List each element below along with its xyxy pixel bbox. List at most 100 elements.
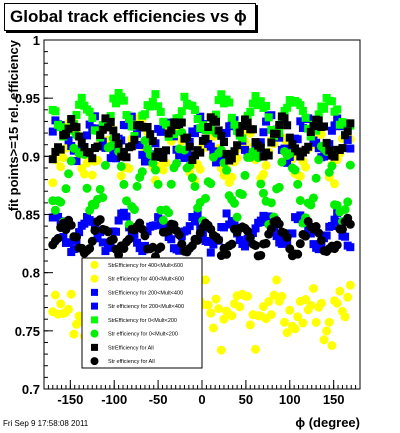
data-point [135,140,144,149]
data-point [277,157,287,167]
data-point [109,126,118,135]
data-point [122,121,131,130]
data-point [156,127,165,136]
y-tick-label: 0.7 [22,382,40,397]
data-point [98,193,108,203]
chart-title: Global track efficiencies vs ϕ [4,3,256,31]
data-point [88,217,97,226]
data-point [285,133,294,142]
legend-box [81,257,203,369]
data-point [64,304,74,314]
data-point [185,137,194,146]
data-point [150,165,160,175]
data-point [330,152,339,161]
footer-timestamp: Fri Sep 9 17:58:08 2011 [3,419,89,428]
legend-label: Str efficiency for 200<Mult<400 [108,304,184,310]
data-point [87,236,97,246]
legend-label: Str efficiency for 400<Mult<600 [108,277,184,283]
data-point [214,126,223,135]
data-point [48,155,57,164]
data-point [266,310,276,320]
data-point [340,312,350,322]
data-point [232,212,242,222]
data-point [241,145,250,154]
data-point [251,344,261,354]
data-point [262,117,271,126]
data-point [51,107,60,116]
data-point [127,142,136,151]
data-point [314,228,324,238]
data-point [212,110,221,119]
data-point [345,219,355,229]
data-point [82,183,92,193]
data-point [229,198,239,208]
data-point [320,104,329,113]
legend-label: Str efficiency for All [108,359,155,365]
data-point [272,275,282,285]
data-point [266,224,276,234]
data-point [235,128,244,137]
data-point [227,172,237,182]
data-point [201,193,211,203]
data-point [162,146,171,155]
data-point [95,215,105,225]
x-tick-label: 0 [198,392,205,407]
data-point [256,216,265,225]
data-point [93,142,102,151]
x-tick-label: 150 [323,392,345,407]
data-point [103,227,113,237]
data-point [314,116,323,125]
data-point [119,96,128,105]
legend-label: StrEfficiency for 0<Mult<200 [108,318,177,324]
data-point [85,243,95,253]
data-point [338,118,347,127]
data-point [327,97,336,106]
data-point [214,96,223,105]
data-point [124,234,134,244]
data-point [219,138,228,147]
data-point [206,142,215,151]
y-tick-label: 0.85 [15,208,40,223]
data-point [183,133,192,142]
data-point [75,228,84,237]
data-point [327,161,337,171]
data-point [167,235,176,244]
data-point [64,169,74,179]
data-point [274,219,284,229]
data-point [219,223,228,232]
data-point [166,179,176,189]
data-point [195,164,205,174]
data-point [222,165,232,175]
data-point [246,107,255,116]
data-point [138,247,147,256]
data-point [293,135,302,144]
legend-marker [90,329,99,338]
data-point [56,162,66,172]
data-point [330,121,339,130]
legend-marker [91,316,98,324]
data-point [177,107,186,116]
data-point [132,181,142,191]
data-point [148,97,157,106]
data-point [346,144,355,153]
data-point [343,135,352,144]
data-point [101,114,110,123]
data-point [227,311,237,321]
y-tick-label: 0.9 [22,149,40,164]
data-point [327,126,336,135]
legend-label: Str efficiency for 0<Mult<200 [108,332,178,338]
data-point [283,158,292,167]
data-point [190,106,199,115]
data-point [77,138,86,147]
data-point [338,144,347,153]
data-point [69,245,78,254]
data-point [308,283,318,293]
data-point [90,225,100,235]
data-point [88,114,97,123]
data-point [296,117,305,126]
data-point [208,323,218,333]
data-point [167,126,176,135]
data-point [96,131,105,140]
data-point [177,239,187,249]
data-point [327,221,336,230]
